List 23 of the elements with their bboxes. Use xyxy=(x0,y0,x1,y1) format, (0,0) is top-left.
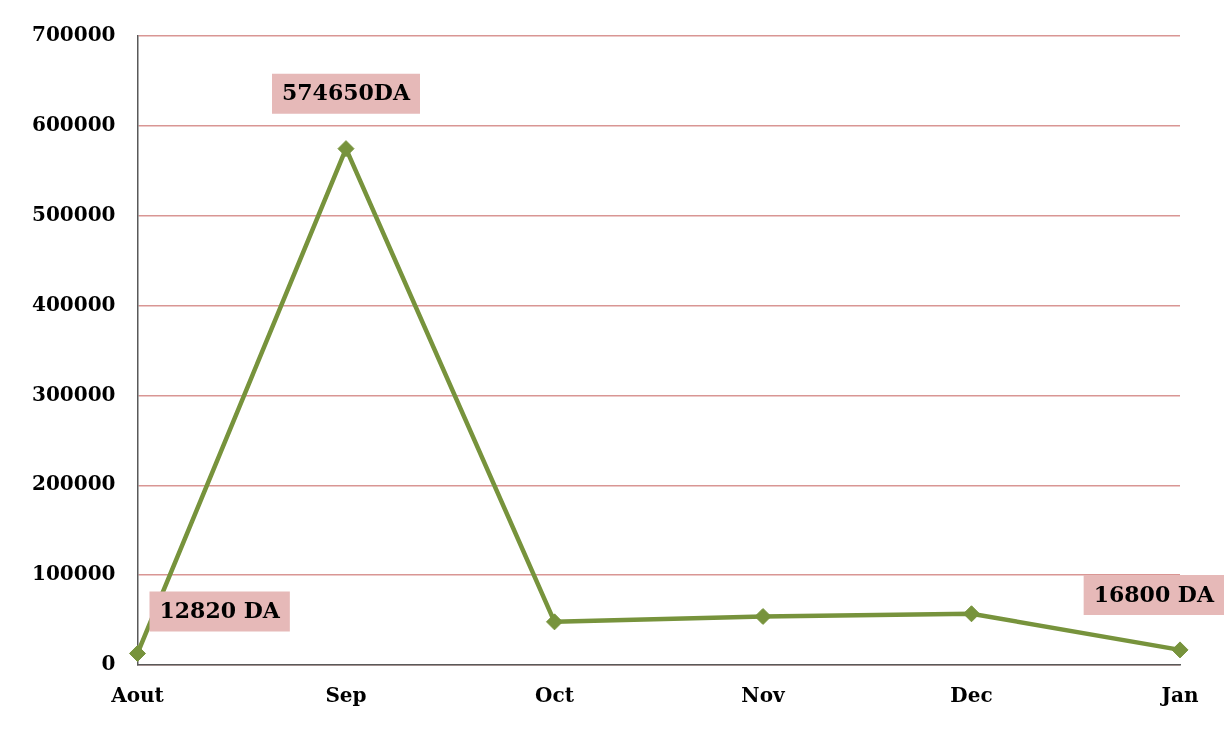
x-tick-label: Nov xyxy=(741,683,786,708)
data-label: 574650DA xyxy=(282,79,411,106)
y-tick-label: 100000 xyxy=(32,561,116,586)
x-tick-label: Sep xyxy=(325,683,367,708)
point xyxy=(337,140,355,158)
x-tick-label: Oct xyxy=(535,683,575,708)
point xyxy=(1171,641,1189,659)
x-tick-label: Dec xyxy=(950,683,993,708)
x-tick-label: Aout xyxy=(110,683,165,708)
y-tick-label: 300000 xyxy=(32,381,116,406)
y-tick-label: 600000 xyxy=(32,112,116,137)
point xyxy=(963,605,980,623)
x-tick-label: Jan xyxy=(1159,683,1199,708)
y-tick-label: 700000 xyxy=(32,22,116,47)
y-tick-label: 400000 xyxy=(32,291,116,316)
point xyxy=(754,607,772,625)
data-label: 12820 DA xyxy=(159,597,281,624)
point xyxy=(129,644,146,662)
point xyxy=(546,613,563,631)
y-tick-label: 500000 xyxy=(32,201,116,226)
y-tick-label: 0 xyxy=(101,651,116,676)
data-label: 16800 DA xyxy=(1093,580,1215,607)
y-tick-label: 200000 xyxy=(32,471,116,496)
